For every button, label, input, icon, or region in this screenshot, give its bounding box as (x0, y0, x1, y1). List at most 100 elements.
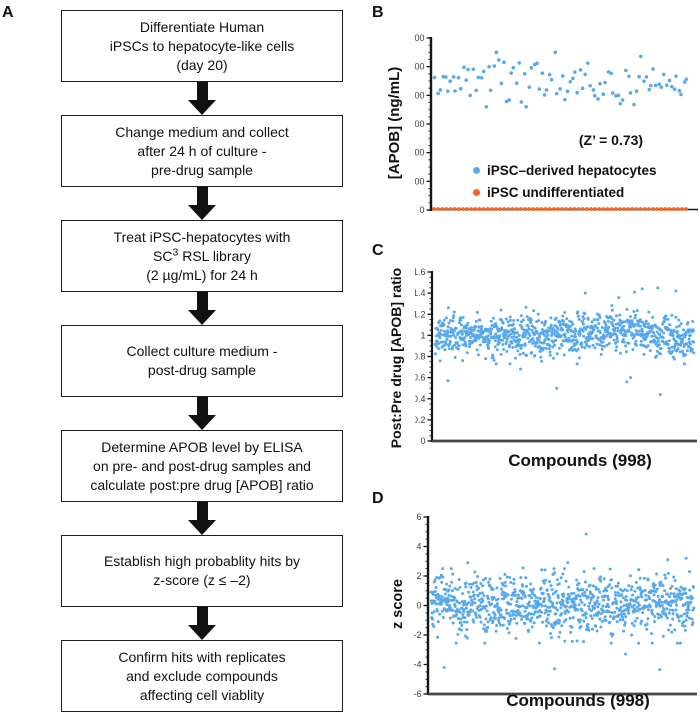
data-point (652, 331, 656, 335)
data-point (532, 612, 536, 616)
data-point (499, 352, 503, 356)
data-point (650, 334, 654, 338)
data-point (661, 72, 666, 77)
data-point (631, 348, 635, 351)
data-point (667, 207, 672, 211)
data-point (563, 611, 567, 615)
data-point (636, 323, 640, 327)
data-point (481, 330, 485, 334)
data-point (481, 599, 485, 603)
data-point (684, 333, 688, 337)
data-point (578, 618, 582, 622)
data-point (545, 335, 549, 339)
flow-step-line: (2 µg/mL) for 24 h (146, 266, 258, 283)
data-point (450, 347, 454, 351)
data-point (563, 332, 567, 336)
data-point (532, 587, 536, 591)
data-point (632, 624, 636, 628)
data-point (528, 334, 532, 338)
data-point (577, 317, 581, 321)
data-point (479, 620, 483, 624)
data-point (583, 72, 587, 77)
data-point (611, 324, 615, 328)
data-point (659, 346, 663, 350)
data-point (458, 585, 462, 589)
data-point (528, 604, 532, 608)
data-point (660, 600, 664, 604)
data-point (559, 323, 563, 327)
down-arrow-icon (188, 607, 216, 640)
panel-d-plot: -6 -4 -2 0 2 4 6 (413, 512, 697, 699)
data-point (435, 575, 439, 579)
data-point (633, 334, 637, 338)
data-point (470, 603, 474, 607)
data-point (597, 207, 602, 211)
data-point (469, 595, 473, 599)
data-point (479, 335, 483, 339)
data-point (464, 581, 468, 585)
data-point (561, 595, 565, 599)
data-point (462, 607, 466, 611)
data-point (586, 626, 590, 630)
data-point (657, 343, 661, 347)
data-point (596, 97, 600, 101)
data-point (645, 598, 649, 602)
data-point (582, 640, 586, 644)
data-point (637, 74, 641, 79)
data-point (627, 74, 631, 79)
panel-c-y-axis-title: Post:Pre drug [APOB] ratio (388, 267, 404, 449)
data-point (465, 207, 469, 211)
data-point (452, 310, 456, 314)
data-point (548, 350, 552, 354)
data-point (450, 580, 454, 584)
data-point (685, 611, 689, 615)
panel-c-x-axis-title: Compounds (998) (508, 451, 652, 470)
data-point (606, 319, 610, 323)
data-point (576, 608, 580, 612)
data-point (582, 317, 586, 321)
data-point (575, 90, 579, 95)
data-point (433, 578, 437, 582)
data-point (609, 207, 614, 211)
data-point (537, 641, 541, 645)
data-point (663, 573, 667, 577)
data-point (661, 340, 665, 344)
data-point (567, 594, 571, 598)
data-point (455, 600, 459, 604)
data-point (521, 604, 525, 608)
data-point (547, 621, 551, 625)
data-point (504, 317, 508, 321)
data-point (467, 332, 471, 336)
data-point (478, 343, 482, 347)
data-point (487, 600, 491, 604)
data-point (569, 630, 573, 634)
data-point (692, 606, 696, 610)
data-point (537, 338, 541, 342)
data-point (595, 342, 599, 346)
data-point (443, 348, 447, 352)
data-point (637, 329, 641, 333)
data-point (495, 586, 499, 590)
data-point (499, 613, 503, 617)
data-point (574, 597, 578, 601)
data-point (673, 579, 677, 583)
data-point (579, 598, 583, 602)
data-point (498, 334, 502, 338)
data-point (624, 344, 628, 348)
data-point (675, 603, 679, 607)
data-point (650, 632, 654, 636)
data-point (627, 341, 631, 345)
data-point (692, 585, 696, 589)
data-point (458, 316, 462, 320)
data-point (637, 603, 641, 607)
data-point (663, 589, 667, 593)
data-point (613, 341, 617, 345)
data-point (578, 332, 582, 336)
data-point (682, 80, 687, 84)
data-point (652, 586, 656, 590)
data-point (576, 310, 580, 314)
data-point (592, 595, 596, 599)
data-point (598, 343, 602, 347)
data-point (497, 616, 501, 620)
data-point (478, 592, 482, 596)
